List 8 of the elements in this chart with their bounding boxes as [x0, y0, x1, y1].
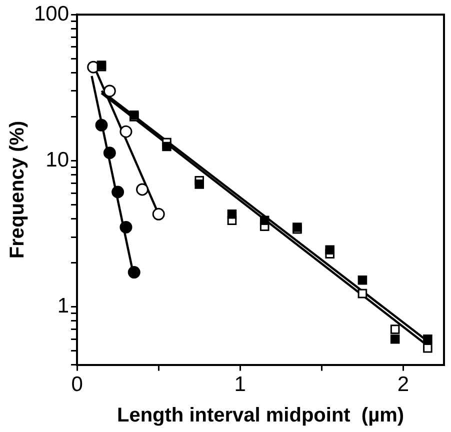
y-tick-label: 1 [57, 294, 70, 318]
x-tick-label: 1 [234, 373, 246, 396]
x-tick-label: 2 [397, 373, 410, 396]
x-axis-title: Length interval midpoint (µm) [116, 404, 404, 427]
y-tick-label: 100 [34, 2, 70, 26]
x-tick-label: 0 [71, 373, 83, 396]
y-tick-label: 10 [46, 148, 70, 172]
y-axis-title: Frequency (%) [6, 120, 29, 259]
